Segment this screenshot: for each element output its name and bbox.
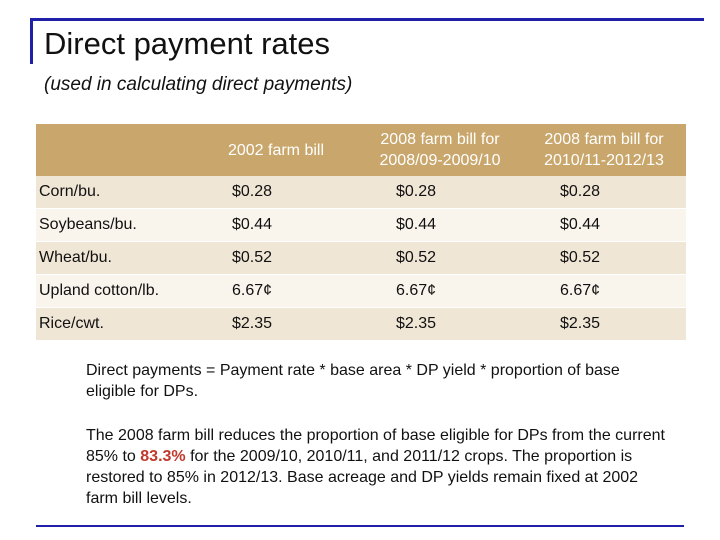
row-label: Upland cotton/lb. [36,274,194,308]
table-header-corner [36,124,194,176]
table-cell: $0.44 [522,208,686,242]
table-header-2008-second: 2008 farm bill for 2010/11-2012/13 [522,124,686,176]
table-cell: $0.52 [194,241,358,275]
row-label: Rice/cwt. [36,307,194,340]
table-row: Wheat/bu. $0.52 $0.52 $0.52 [36,241,686,275]
farm-bill-paragraph: The 2008 farm bill reduces the proportio… [86,425,666,509]
table-cell: $0.52 [522,241,686,275]
row-label: Corn/bu. [36,176,194,209]
formula-paragraph: Direct payments = Payment rate * base ar… [86,362,620,400]
table-header-2002: 2002 farm bill [194,124,358,176]
table-cell: $0.28 [194,176,358,209]
table-row: Rice/cwt. $2.35 $2.35 $2.35 [36,307,686,340]
table-cell: $0.28 [358,176,522,209]
table-header-row: 2002 farm bill 2008 farm bill for 2008/0… [36,124,686,176]
table-cell: $0.44 [358,208,522,242]
slide-subtitle: (used in calculating direct payments) [44,74,353,95]
highlighted-percentage: 83.3% [140,448,186,465]
table-cell: $0.28 [522,176,686,209]
slide-title: Direct payment rates [44,26,330,61]
table-row: Corn/bu. $0.28 $0.28 $0.28 [36,176,686,209]
table-cell: 6.67¢ [358,274,522,308]
paragraph-text: for the 2009/10, 2010/11, and 2011/12 cr… [86,448,639,507]
table-header-2008-first: 2008 farm bill for 2008/09-2009/10 [358,124,522,176]
row-label: Wheat/bu. [36,241,194,275]
table-cell: $2.35 [522,307,686,340]
row-label: Soybeans/bu. [36,208,194,242]
table-row: Upland cotton/lb. 6.67¢ 6.67¢ 6.67¢ [36,274,686,308]
table-cell: $2.35 [358,307,522,340]
table-cell: 6.67¢ [194,274,358,308]
title-accent-line [30,18,704,21]
table-row: Soybeans/bu. $0.44 $0.44 $0.44 [36,208,686,242]
table-cell: $2.35 [194,307,358,340]
table-cell: $0.52 [358,241,522,275]
table-cell: 6.67¢ [522,274,686,308]
paragraph-text: The 2008 farm bill reduces the proportio… [86,427,665,465]
payment-rates-table: 2002 farm bill 2008 farm bill for 2008/0… [36,124,686,340]
footer-accent-line [36,525,684,527]
title-accent-bar [30,18,33,64]
table-cell: $0.44 [194,208,358,242]
